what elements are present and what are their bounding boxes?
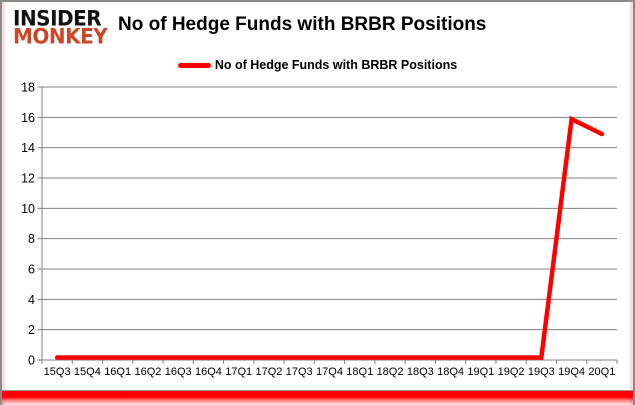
y-axis-label: 0 (28, 354, 35, 368)
logo-line-insider: INSIDER (13, 5, 102, 31)
x-axis-label: 19Q1 (467, 366, 494, 378)
y-axis-label: 14 (21, 141, 35, 155)
x-axis-label: 18Q3 (407, 366, 434, 378)
x-axis-label: 16Q2 (134, 366, 161, 378)
x-axis-label: 16Q4 (195, 366, 222, 378)
x-axis-label: 17Q1 (225, 366, 252, 378)
chart-title: No of Hedge Funds with BRBR Positions (118, 14, 487, 35)
x-axis-label: 19Q4 (558, 366, 585, 378)
y-axis-label: 18 (21, 81, 35, 95)
series-line (54, 115, 605, 360)
legend: No of Hedge Funds with BRBR Positions (2, 58, 633, 72)
x-axis-label: 18Q1 (346, 366, 373, 378)
x-axis-label: 17Q2 (256, 366, 283, 378)
insider-monkey-logo: INSIDER MONKEY (13, 5, 108, 49)
y-axis-label: 12 (21, 172, 35, 186)
legend-label: No of Hedge Funds with BRBR Positions (214, 58, 458, 72)
y-axis-label: 16 (21, 111, 35, 125)
y-axis-label: 10 (21, 202, 35, 216)
bottom-red-bar (2, 390, 633, 405)
x-axis-label: 17Q4 (316, 366, 343, 378)
y-axis-label: 4 (28, 293, 35, 307)
x-axis-label: 19Q2 (498, 366, 525, 378)
y-axis-label: 6 (28, 263, 35, 277)
x-axis-label: 20Q1 (588, 366, 615, 378)
y-axis-label: 2 (28, 323, 35, 337)
x-axis-label: 18Q2 (377, 366, 404, 378)
legend-line-swatch (177, 62, 211, 68)
x-axis-label: 15Q3 (44, 366, 71, 378)
x-axis-label: 16Q1 (104, 366, 131, 378)
x-axis-label: 19Q3 (528, 366, 555, 378)
x-axis-label: 18Q4 (437, 366, 464, 378)
y-axis-label: 8 (28, 232, 35, 246)
logo-line-monkey: MONKEY (13, 23, 108, 49)
x-axis-label: 15Q4 (74, 366, 101, 378)
x-axis-label: 16Q3 (165, 366, 192, 378)
x-axis-label: 17Q3 (286, 366, 313, 378)
